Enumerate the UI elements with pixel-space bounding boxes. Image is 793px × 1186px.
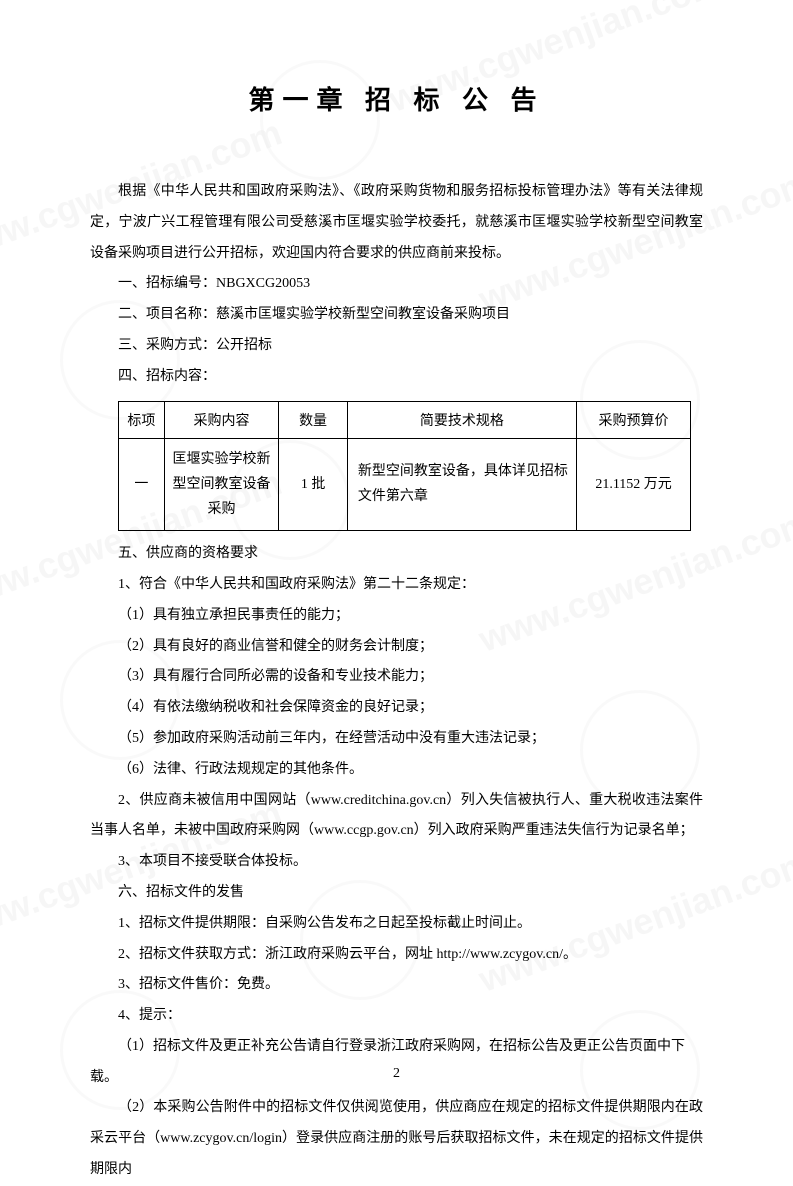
table-row: 一 匡堰实验学校新型空间教室设备采购 1 批 新型空间教室设备，具体详见招标文件… bbox=[119, 438, 691, 531]
section-5: 五、供应商的资格要求 bbox=[90, 539, 703, 570]
section-5-2: 2、供应商未被信用中国网站（www.creditchina.gov.cn）列入失… bbox=[90, 786, 703, 848]
td-content: 匡堰实验学校新型空间教室设备采购 bbox=[164, 438, 278, 531]
section-5-1-6: （6）法律、行政法规规定的其他条件。 bbox=[90, 755, 703, 786]
section-2: 二、项目名称：慈溪市匡堰实验学校新型空间教室设备采购项目 bbox=[90, 300, 703, 331]
section-6-4: 4、提示： bbox=[90, 1001, 703, 1032]
section-3: 三、采购方式：公开招标 bbox=[90, 331, 703, 362]
section-5-1-1: （1）具有独立承担民事责任的能力； bbox=[90, 601, 703, 632]
section-4: 四、招标内容： bbox=[90, 362, 703, 393]
th-quantity: 数量 bbox=[279, 401, 348, 438]
chapter-title: 第一章 招 标 公 告 bbox=[90, 80, 703, 117]
document-content: 第一章 招 标 公 告 根据《中华人民共和国政府采购法》、《政府采购货物和服务招… bbox=[0, 0, 793, 1186]
section-6-4-1: （1）招标文件及更正补充公告请自行登录浙江政府采购网，在招标公告及更正公告页面中… bbox=[90, 1032, 703, 1094]
bid-table-container: 标项 采购内容 数量 简要技术规格 采购预算价 一 匡堰实验学校新型空间教室设备… bbox=[118, 401, 703, 532]
section-6: 六、招标文件的发售 bbox=[90, 878, 703, 909]
td-spec: 新型空间教室设备，具体详见招标文件第六章 bbox=[347, 438, 576, 531]
table-header-row: 标项 采购内容 数量 简要技术规格 采购预算价 bbox=[119, 401, 691, 438]
section-5-1: 1、符合《中华人民共和国政府采购法》第二十二条规定： bbox=[90, 570, 703, 601]
section-6-4-2: （2）本采购公告附件中的招标文件仅供阅览使用，供应商应在规定的招标文件提供期限内… bbox=[90, 1093, 703, 1185]
section-6-3: 3、招标文件售价：免费。 bbox=[90, 970, 703, 1001]
td-budget: 21.1152 万元 bbox=[576, 438, 690, 531]
bid-table: 标项 采购内容 数量 简要技术规格 采购预算价 一 匡堰实验学校新型空间教室设备… bbox=[118, 401, 691, 532]
th-item: 标项 bbox=[119, 401, 165, 438]
section-6-2: 2、招标文件获取方式：浙江政府采购云平台，网址 http://www.zcygo… bbox=[90, 940, 703, 971]
th-spec: 简要技术规格 bbox=[347, 401, 576, 438]
section-5-1-3: （3）具有履行合同所必需的设备和专业技术能力； bbox=[90, 662, 703, 693]
td-quantity: 1 批 bbox=[279, 438, 348, 531]
section-5-1-2: （2）具有良好的商业信誉和健全的财务会计制度； bbox=[90, 632, 703, 663]
section-1: 一、招标编号：NBGXCG20053 bbox=[90, 269, 703, 300]
intro-paragraph: 根据《中华人民共和国政府采购法》、《政府采购货物和服务招标投标管理办法》等有关法… bbox=[90, 177, 703, 269]
th-content: 采购内容 bbox=[164, 401, 278, 438]
th-budget: 采购预算价 bbox=[576, 401, 690, 438]
td-item: 一 bbox=[119, 438, 165, 531]
section-5-1-5: （5）参加政府采购活动前三年内，在经营活动中没有重大违法记录； bbox=[90, 724, 703, 755]
section-5-1-4: （4）有依法缴纳税收和社会保障资金的良好记录； bbox=[90, 693, 703, 724]
section-5-3: 3、本项目不接受联合体投标。 bbox=[90, 847, 703, 878]
section-6-1: 1、招标文件提供期限：自采购公告发布之日起至投标截止时间止。 bbox=[90, 909, 703, 940]
